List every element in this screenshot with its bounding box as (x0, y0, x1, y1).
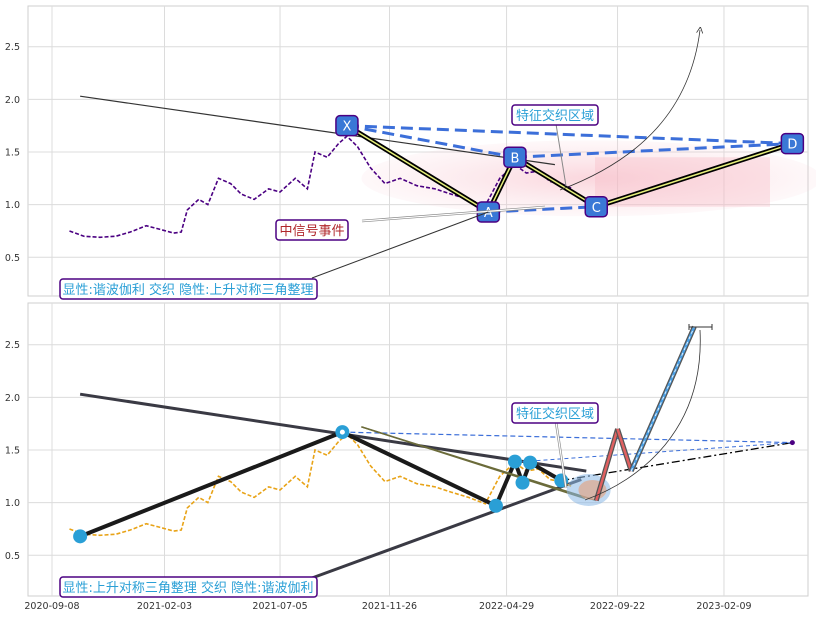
annotation-text: 特征交织区域 (516, 406, 594, 422)
pattern-connector (346, 124, 793, 146)
projection-leg-core (630, 326, 695, 472)
y-tick-label: 1.5 (5, 446, 20, 457)
x-tick-label: 2021-02-03 (137, 601, 192, 612)
pattern-point-label: A (484, 206, 493, 221)
x-tick-label: 2020-09-08 (24, 601, 79, 612)
y-tick-label: 1.0 (5, 498, 20, 509)
y-tick-label: 2.5 (5, 42, 20, 53)
x-tick-label: 2022-09-22 (590, 601, 645, 612)
wedge-line (361, 426, 597, 502)
resistance-line (79, 392, 587, 473)
trend-line (80, 95, 556, 166)
trend-line (311, 211, 489, 279)
x-tick-label: 2021-11-26 (362, 601, 417, 612)
forecast-line (342, 431, 793, 444)
pattern-point-label: C (592, 201, 601, 216)
projection-leg (616, 428, 633, 472)
pattern-connector (346, 124, 516, 159)
y-tick-label: 0.5 (5, 253, 20, 264)
pattern-point-label: B (510, 151, 519, 166)
forecast-end-dot (789, 440, 795, 446)
pattern-point-c (584, 196, 609, 218)
y-tick-label: 2.5 (5, 340, 20, 351)
pivot-point (73, 529, 88, 544)
pivot-point (507, 454, 522, 469)
support-line (311, 478, 582, 580)
price-series (69, 433, 574, 537)
feature-zone (361, 140, 816, 217)
forecast-line (522, 442, 793, 463)
y-tick-label: 2.0 (5, 393, 20, 404)
annotation-pointer (555, 123, 567, 187)
pattern-point-x (335, 114, 359, 137)
pattern-leg-highlight (514, 156, 597, 208)
y-tick-label: 1.5 (5, 148, 20, 159)
pattern-point-d (780, 132, 805, 155)
projection-arrow (559, 30, 700, 191)
x-tick-label: 2021-07-05 (252, 601, 307, 612)
pattern-leg-highlight (596, 142, 793, 208)
annotation-pointer-core (361, 206, 546, 222)
annotation-box (511, 104, 599, 126)
pattern-label: 显性:谐波伽利 交织 隐性:上升对称三角整理 (62, 282, 313, 298)
pivot-point (515, 475, 530, 490)
y-tick-label: 0.5 (5, 551, 20, 562)
forecast-line (561, 441, 793, 482)
annotation-text: 特征交织区域 (516, 108, 594, 124)
annotation-box (275, 219, 349, 241)
pattern-leg-highlight (346, 125, 489, 213)
pattern-label-box (59, 576, 318, 598)
target-bracket (688, 324, 713, 330)
projection-arrow (584, 329, 701, 501)
y-tick-label: 1.0 (5, 200, 20, 211)
pattern-label-box (59, 278, 318, 300)
pivot-point (523, 455, 538, 470)
pattern-point-label: D (787, 138, 797, 153)
pivot-point (488, 498, 503, 513)
projection-leg (595, 428, 619, 501)
x-tick-label: 2023-02-09 (696, 601, 751, 612)
annotation-pointer-core (555, 421, 567, 489)
pattern-point-b (503, 146, 527, 169)
y-tick-label: 2.0 (5, 95, 20, 106)
price-series (69, 135, 574, 239)
pattern-label: 显性:上升对称三角整理 交织 隐性:谐波伽利 (62, 580, 313, 596)
x-tick-label: 2022-04-29 (479, 601, 534, 612)
annotation-text: 中信号事件 (279, 224, 344, 239)
pattern-point-label: X (342, 120, 351, 135)
annotation-box (511, 402, 599, 424)
pivot-highlight (339, 429, 345, 435)
